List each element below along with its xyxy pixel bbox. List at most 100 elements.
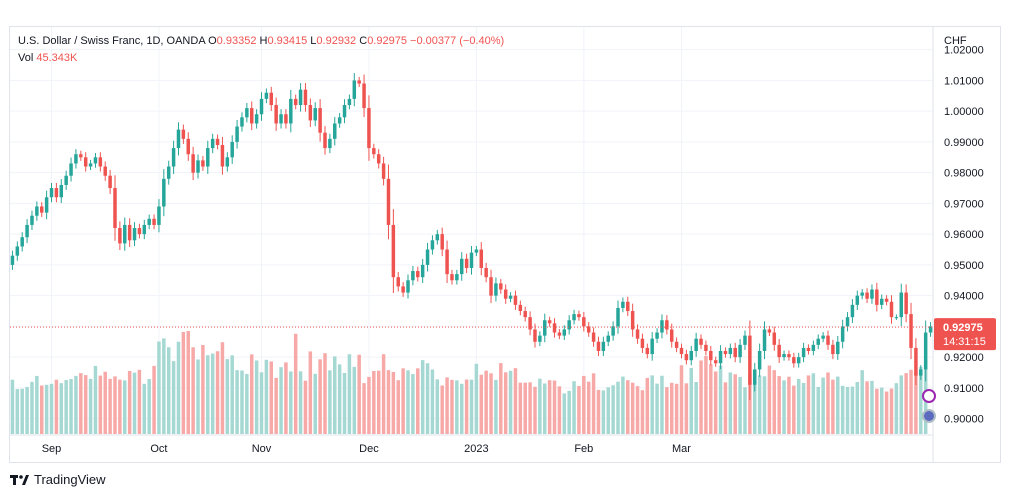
volume-bar [30,381,34,434]
candle-body [147,218,151,225]
candle-body [274,105,278,124]
candle-body [669,329,674,342]
volume-bar [147,379,151,434]
price-tick-label: 0.96000 [944,229,984,241]
volume-bar [577,385,581,434]
candle-body [562,329,567,336]
volume-bar [572,381,576,434]
tradingview-logo-icon[interactable] [10,474,30,486]
volume-bar [269,361,274,434]
candle-body [547,320,552,324]
flag-marker-icon[interactable] [922,409,936,423]
event-marker-icon[interactable] [922,389,936,403]
candle-body [640,338,645,348]
candle-body [401,286,405,293]
candle-body [411,271,415,281]
candle-body [333,123,337,139]
volume-bar [201,344,205,434]
candle-body [709,350,713,361]
volume-bar [699,360,703,434]
candle-body [914,347,918,376]
volume-bar [503,372,508,434]
volume-bar [831,379,835,434]
volume-value: 45.343K [36,52,78,64]
candle-body [196,160,200,173]
brand-name[interactable]: TradingView [34,472,106,487]
candle-body [191,154,195,173]
volume-bar [259,372,264,434]
volume-bar [567,390,571,434]
volume-bar [669,382,674,434]
volume-bar [845,386,850,434]
volume-bar [284,362,288,434]
candle-body [660,320,664,333]
volume-bar [767,365,772,434]
volume-bar [533,386,537,434]
volume-bar [796,379,801,434]
volume-bar [274,377,278,434]
candle-body [743,335,747,345]
candle-body [88,163,93,167]
candle-body [40,206,44,213]
volume-bar [674,383,679,434]
price-tick-label: 0.98000 [944,168,984,180]
volume-bar [254,360,259,434]
volume-bar [528,382,532,434]
candle-body [894,317,899,319]
candle-body [323,132,327,149]
volume-bar [166,347,171,434]
volume-bar [865,381,869,434]
volume-bar [10,379,15,434]
grid [10,27,933,434]
candle-body [494,283,498,296]
candle-body [210,138,215,149]
volume-bar [83,375,88,434]
candle-body [264,92,269,99]
candle-body [293,98,298,106]
volume-bar [162,338,166,434]
volume-bar [245,373,249,434]
volume-bar [630,382,635,434]
volume-bar [411,374,415,434]
volume-bar [225,359,230,434]
candle-body [679,347,684,355]
candle-body [220,144,225,167]
volume-bar [689,368,694,434]
candle-body [342,105,347,118]
volume-bar [44,384,49,434]
volume-bar [279,367,283,434]
volume-bar [621,376,625,434]
volume-bar [98,375,103,434]
volume-bar [376,370,381,434]
time-axis[interactable]: Sep Oct Nov Dec 2023 Feb Mar [10,434,933,455]
candle-body [928,326,933,333]
price-tick-label: 0.91000 [944,383,984,395]
volume-bar [157,341,161,434]
candle-body [645,347,650,355]
candle-body [733,347,737,358]
candle-body [259,98,264,115]
low-label: L [310,35,317,47]
volume-bar [59,383,64,434]
volume-bar [79,373,83,434]
current-price-label: 0.92975 [943,322,983,334]
time-tick-label: Dec [359,443,379,455]
candle-body [298,89,303,106]
symbol-title: U.S. Dollar / Swiss Franc, 1D, OANDA [18,35,206,47]
volume-bar [523,382,527,434]
candle-body [860,292,864,296]
volume-bar [181,331,186,434]
candle-body [455,274,459,281]
candle-body [215,138,220,145]
close-label: C [359,35,368,47]
volume-bar [49,383,54,434]
time-tick-label: 2023 [464,443,488,455]
volume-bar [191,347,195,434]
volume-bar [713,371,718,434]
volume-bar [450,379,454,434]
candle-body [289,98,293,124]
chart-frame[interactable] [9,26,1001,463]
price-axis[interactable]: 0.900000.910000.920000.930000.940000.950… [932,27,996,462]
volume-bar [538,378,542,434]
